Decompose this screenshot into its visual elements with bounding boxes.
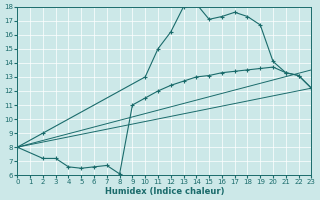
X-axis label: Humidex (Indice chaleur): Humidex (Indice chaleur) xyxy=(105,187,224,196)
